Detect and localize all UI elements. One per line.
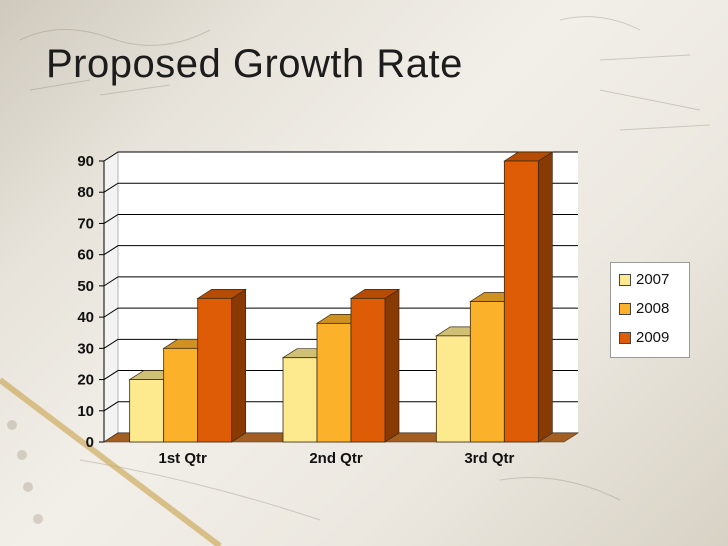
- bar-side: [384, 288, 400, 443]
- y-tick-label: 0: [86, 434, 94, 451]
- y-tick-label: 10: [77, 403, 94, 420]
- bar-front: [163, 347, 199, 443]
- gridline: [103, 338, 578, 349]
- y-tick-label: 40: [77, 309, 94, 326]
- plot-side-wall: [103, 151, 119, 443]
- y-axis-ticks: 0 10 20 30 40 50 60 70 80 90: [77, 153, 105, 451]
- legend-label-2009: 2009: [636, 329, 670, 346]
- bar-front: [129, 379, 165, 443]
- legend-swatch-2008: [619, 303, 631, 315]
- pencil-shape: [0, 377, 222, 546]
- bar-front: [282, 357, 318, 443]
- y-tick-label: 30: [77, 340, 94, 357]
- y-tick-label: 60: [77, 247, 94, 264]
- gridline: [103, 245, 578, 256]
- bar-front: [316, 322, 352, 443]
- bar-front: [350, 297, 386, 443]
- gridline: [103, 182, 578, 193]
- gridline: [103, 370, 578, 380]
- gridline: [103, 213, 578, 224]
- bar-front: [435, 335, 471, 443]
- gridline: [103, 401, 578, 412]
- bar-side: [537, 151, 553, 443]
- x-tick-label: 3rd Qtr: [464, 450, 514, 467]
- y-tick-label: 50: [77, 278, 94, 295]
- bar-2009-1st-qtr: [196, 288, 247, 443]
- bar-2009-2nd-qtr: [349, 288, 401, 443]
- x-tick-label: 1st Qtr: [158, 450, 207, 467]
- y-tick-label: 90: [77, 153, 94, 170]
- legend: 2007 2008 2009: [610, 262, 690, 358]
- legend-label-2007: 2007: [636, 271, 670, 288]
- slide-title: Proposed Growth Rate: [46, 42, 463, 86]
- legend-swatch-2009: [619, 332, 631, 344]
- gridline: [103, 276, 578, 287]
- bar-side: [231, 288, 247, 443]
- bar-front: [503, 160, 539, 443]
- y-tick-label: 70: [77, 215, 94, 232]
- bar-front: [469, 301, 505, 443]
- bar-2009-3rd-qtr: [503, 151, 554, 443]
- x-axis-ticks: 1st Qtr 2nd Qtr 3rd Qtr: [158, 450, 514, 467]
- x-tick-label: 2nd Qtr: [309, 450, 362, 467]
- legend-label-2008: 2008: [636, 300, 670, 317]
- gridline: [103, 307, 578, 318]
- bars: [128, 151, 554, 443]
- y-tick-label: 20: [77, 372, 94, 389]
- bar-front: [197, 297, 233, 443]
- legend-swatch-2007: [619, 274, 631, 286]
- gridline: [103, 151, 578, 162]
- y-tick-label: 80: [77, 184, 94, 201]
